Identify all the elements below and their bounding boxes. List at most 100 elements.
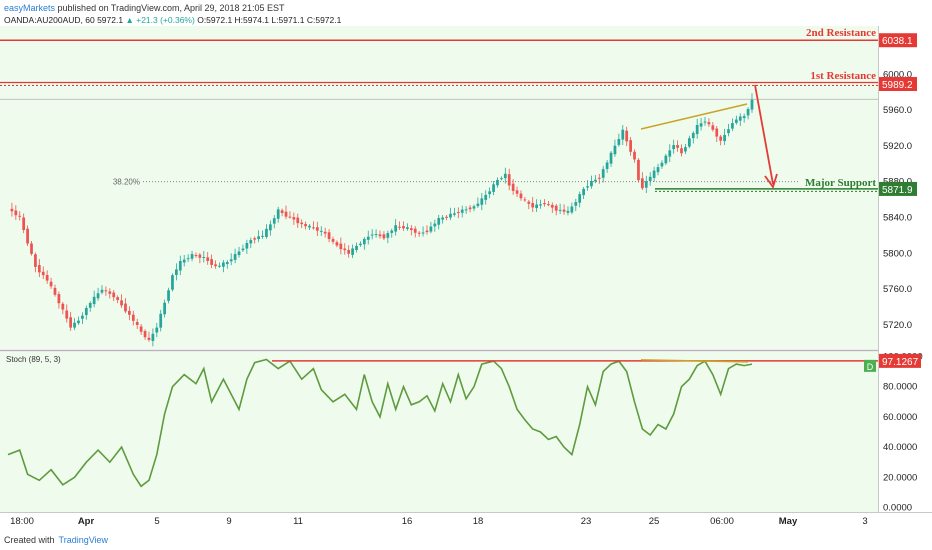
candle-body (394, 225, 398, 232)
price-tick-label: 5760.0 (883, 284, 912, 295)
resistance-1-tag-text: 5989.2 (882, 80, 913, 91)
candle-body (441, 217, 445, 220)
candle-body (190, 254, 194, 259)
candle-body (73, 322, 76, 328)
candle-body (249, 240, 253, 244)
candle-body (202, 257, 206, 259)
candle-body (472, 206, 476, 209)
symbol-name[interactable]: OANDA:AU200AUD, 60 (4, 15, 95, 25)
candle-body (500, 178, 503, 180)
candle-body (319, 230, 323, 232)
candle-body (26, 228, 29, 244)
candle-body (382, 234, 386, 239)
candle-body (449, 213, 452, 218)
candle-body (276, 209, 280, 219)
candle-body (175, 269, 178, 275)
candle-body (241, 248, 245, 251)
candle-body (468, 207, 472, 210)
candle-body (664, 155, 668, 164)
footer-created: Created with (4, 535, 55, 545)
candle-body (312, 227, 315, 229)
candle-body (668, 150, 672, 157)
candle-body (10, 208, 14, 212)
resistance-1-tag (879, 76, 917, 91)
candle-body (640, 178, 644, 189)
candle-body (464, 209, 468, 211)
candle-body (437, 218, 441, 225)
fib-382-label: 38.20% (113, 178, 140, 187)
time-tick-label: Apr (78, 516, 95, 527)
candle-body (593, 179, 597, 182)
candle-body (527, 201, 531, 204)
candle-body (155, 327, 159, 333)
candle-body (22, 217, 26, 230)
stoch-tick-label: 60.0000 (883, 412, 917, 423)
candle-body (488, 191, 492, 195)
candle-body (511, 183, 515, 191)
candle-body (198, 254, 202, 258)
time-tick-label: 06:00 (710, 516, 734, 527)
candle-body (460, 209, 464, 213)
rising-wedge-trendline (640, 103, 748, 130)
candle-body (597, 177, 601, 179)
candle-body (214, 264, 217, 267)
candle-body (586, 186, 589, 188)
stoch-title: Stoch (89, 5, 3) (6, 355, 61, 364)
candle-body (476, 203, 480, 207)
support-label: Major Support (805, 177, 876, 189)
candle-body (370, 234, 374, 236)
candle-body (453, 213, 456, 215)
candle-body (742, 116, 746, 119)
resistance-1-label: 1st Resistance (810, 70, 876, 82)
publisher-line: easyMarkets published on TradingView.com… (4, 3, 285, 13)
price-tick-label: 6000.0 (883, 69, 912, 80)
publisher-link[interactable]: easyMarkets (4, 3, 56, 13)
candle-body (398, 226, 401, 228)
candle-body (699, 123, 703, 127)
price-tick-label: 5800.0 (883, 248, 912, 259)
candle-body (143, 331, 147, 338)
tradingview-logo[interactable]: TradingView (58, 535, 109, 545)
candle-body (359, 243, 362, 246)
stoch-value-tag-text: 97.1267 (882, 357, 919, 368)
candle-body (429, 226, 433, 232)
candle-body (378, 234, 382, 237)
candle-body (159, 313, 163, 328)
candle-body (210, 259, 213, 265)
stoch-tick-label: 80.0000 (883, 382, 917, 393)
stoch-tick-label: 40.0000 (883, 442, 917, 453)
candle-body (151, 333, 155, 341)
candle-body (108, 291, 112, 294)
support-tag (879, 181, 917, 196)
resistance-2-tag-text: 6038.1 (882, 36, 913, 47)
candle-body (374, 234, 378, 236)
price-tick-label: 5960.0 (883, 105, 912, 116)
candle-body (61, 303, 65, 310)
candle-body (288, 216, 292, 218)
candle-body (292, 217, 296, 220)
candle-body (221, 262, 225, 267)
candle-body (253, 238, 257, 240)
candle-body (672, 145, 676, 150)
candle-body (409, 228, 413, 230)
candle-body (57, 294, 61, 304)
candle-body (605, 162, 609, 169)
stoch-divergence-trendline (640, 359, 749, 363)
candle-body (660, 162, 664, 167)
candle-body (69, 317, 73, 328)
candle-body (120, 300, 123, 306)
candle-body (625, 130, 629, 142)
candle-body (284, 211, 288, 217)
candle-body (539, 204, 542, 206)
stoch-line (7, 358, 753, 488)
candle-body (335, 242, 339, 246)
candle-body (233, 254, 237, 260)
candle-body (178, 261, 182, 271)
price-tick-label: 5720.0 (883, 320, 912, 331)
candle-body (81, 315, 84, 319)
candle-body (656, 167, 660, 173)
candle-body (503, 173, 507, 179)
candle-body (18, 215, 22, 217)
candle-body (84, 307, 88, 316)
